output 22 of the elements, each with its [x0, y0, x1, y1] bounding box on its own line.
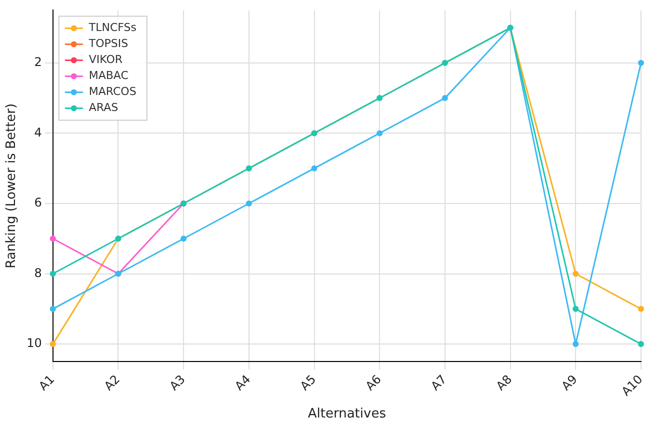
x-tick-label: A6: [362, 372, 384, 394]
legend-label: MARCOS: [88, 85, 136, 98]
x-tick-label: A1: [36, 372, 58, 394]
x-tick-label: A9: [558, 372, 580, 394]
x-tick-label: A4: [232, 372, 254, 394]
y-tick-label: 2: [34, 55, 42, 70]
x-tick-label: A7: [428, 372, 450, 394]
y-axis-title: Ranking (Lower is Better): [4, 103, 20, 268]
x-axis-title: Alternatives: [308, 406, 386, 422]
x-tick-label: A3: [166, 372, 188, 394]
legend-label: VIKOR: [88, 53, 123, 66]
y-tick-label: 6: [34, 196, 42, 210]
legend-label: TOPSIS: [88, 37, 128, 50]
y-tick-label: 10: [26, 336, 42, 350]
legend-label: ARAS: [88, 101, 118, 114]
y-tick-label: 4: [34, 125, 42, 140]
x-tick-label: A5: [297, 372, 319, 394]
y-tick-label: 8: [34, 266, 42, 280]
legend-label: MABAC: [88, 69, 129, 82]
x-tick-label: A8: [494, 372, 515, 394]
legend-label: TLNCFSs: [88, 21, 137, 34]
x-tick-label: A2: [101, 372, 123, 394]
